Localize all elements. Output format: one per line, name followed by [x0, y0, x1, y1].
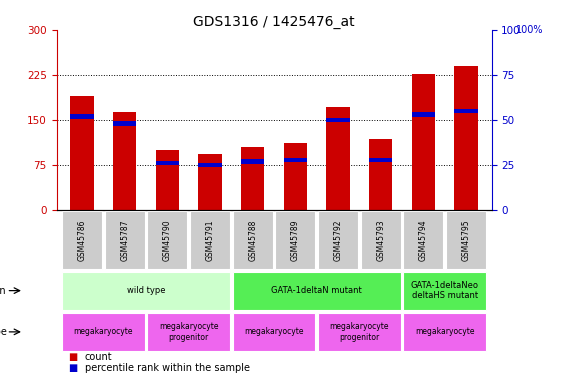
FancyBboxPatch shape — [62, 272, 230, 310]
FancyBboxPatch shape — [147, 313, 230, 351]
Text: GSM45786: GSM45786 — [77, 219, 86, 261]
Text: percentile rank within the sample: percentile rank within the sample — [85, 363, 250, 373]
Text: megakaryocyte
progenitor: megakaryocyte progenitor — [159, 322, 219, 342]
Text: GSM45790: GSM45790 — [163, 219, 172, 261]
Bar — [198, 154, 222, 210]
Text: megakaryocyte: megakaryocyte — [244, 327, 304, 336]
Text: wild type: wild type — [127, 286, 166, 295]
Bar — [156, 161, 179, 165]
FancyBboxPatch shape — [233, 313, 315, 351]
Text: GSM45793: GSM45793 — [376, 219, 385, 261]
Text: GSM45788: GSM45788 — [248, 219, 257, 261]
Text: GSM45792: GSM45792 — [333, 219, 342, 261]
FancyBboxPatch shape — [105, 211, 145, 269]
Text: megakaryocyte
progenitor: megakaryocyte progenitor — [329, 322, 389, 342]
Text: megakaryocyte: megakaryocyte — [73, 327, 133, 336]
FancyBboxPatch shape — [233, 272, 401, 310]
Text: count: count — [85, 352, 112, 362]
Bar — [411, 112, 435, 117]
FancyBboxPatch shape — [275, 211, 315, 269]
Text: GSM45789: GSM45789 — [291, 219, 300, 261]
FancyBboxPatch shape — [446, 211, 486, 269]
Bar — [284, 143, 307, 210]
Bar — [454, 66, 477, 210]
Bar — [241, 159, 264, 164]
Text: GATA-1deltaN mutant: GATA-1deltaN mutant — [271, 286, 362, 295]
FancyBboxPatch shape — [318, 211, 358, 269]
Bar — [454, 109, 477, 113]
Bar — [241, 147, 264, 210]
Bar — [71, 114, 94, 118]
Text: genotype/variation: genotype/variation — [0, 286, 6, 296]
FancyBboxPatch shape — [403, 211, 444, 269]
Bar — [156, 150, 179, 210]
FancyBboxPatch shape — [360, 211, 401, 269]
Bar — [71, 96, 94, 210]
Text: GSM45794: GSM45794 — [419, 219, 428, 261]
Text: GSM45787: GSM45787 — [120, 219, 129, 261]
Bar — [113, 112, 137, 210]
Bar — [369, 158, 392, 162]
Bar — [326, 118, 350, 122]
FancyBboxPatch shape — [318, 313, 401, 351]
FancyBboxPatch shape — [403, 272, 486, 310]
FancyBboxPatch shape — [147, 211, 188, 269]
Text: ■: ■ — [68, 352, 77, 362]
Text: GATA-1deltaNeo
deltaHS mutant: GATA-1deltaNeo deltaHS mutant — [411, 281, 479, 300]
Bar — [326, 107, 350, 210]
Title: GDS1316 / 1425476_at: GDS1316 / 1425476_at — [193, 15, 355, 29]
FancyBboxPatch shape — [233, 211, 273, 269]
Text: cell type: cell type — [0, 327, 6, 337]
Text: GSM45795: GSM45795 — [462, 219, 471, 261]
Bar — [369, 139, 392, 210]
Text: 100%: 100% — [515, 25, 543, 35]
FancyBboxPatch shape — [62, 211, 102, 269]
FancyBboxPatch shape — [62, 313, 145, 351]
Text: GSM45791: GSM45791 — [206, 219, 215, 261]
FancyBboxPatch shape — [403, 313, 486, 351]
Text: ■: ■ — [68, 363, 77, 373]
Bar — [198, 163, 222, 167]
Bar — [113, 122, 137, 126]
FancyBboxPatch shape — [190, 211, 230, 269]
Text: megakaryocyte: megakaryocyte — [415, 327, 475, 336]
Bar — [411, 74, 435, 210]
Bar — [284, 158, 307, 162]
